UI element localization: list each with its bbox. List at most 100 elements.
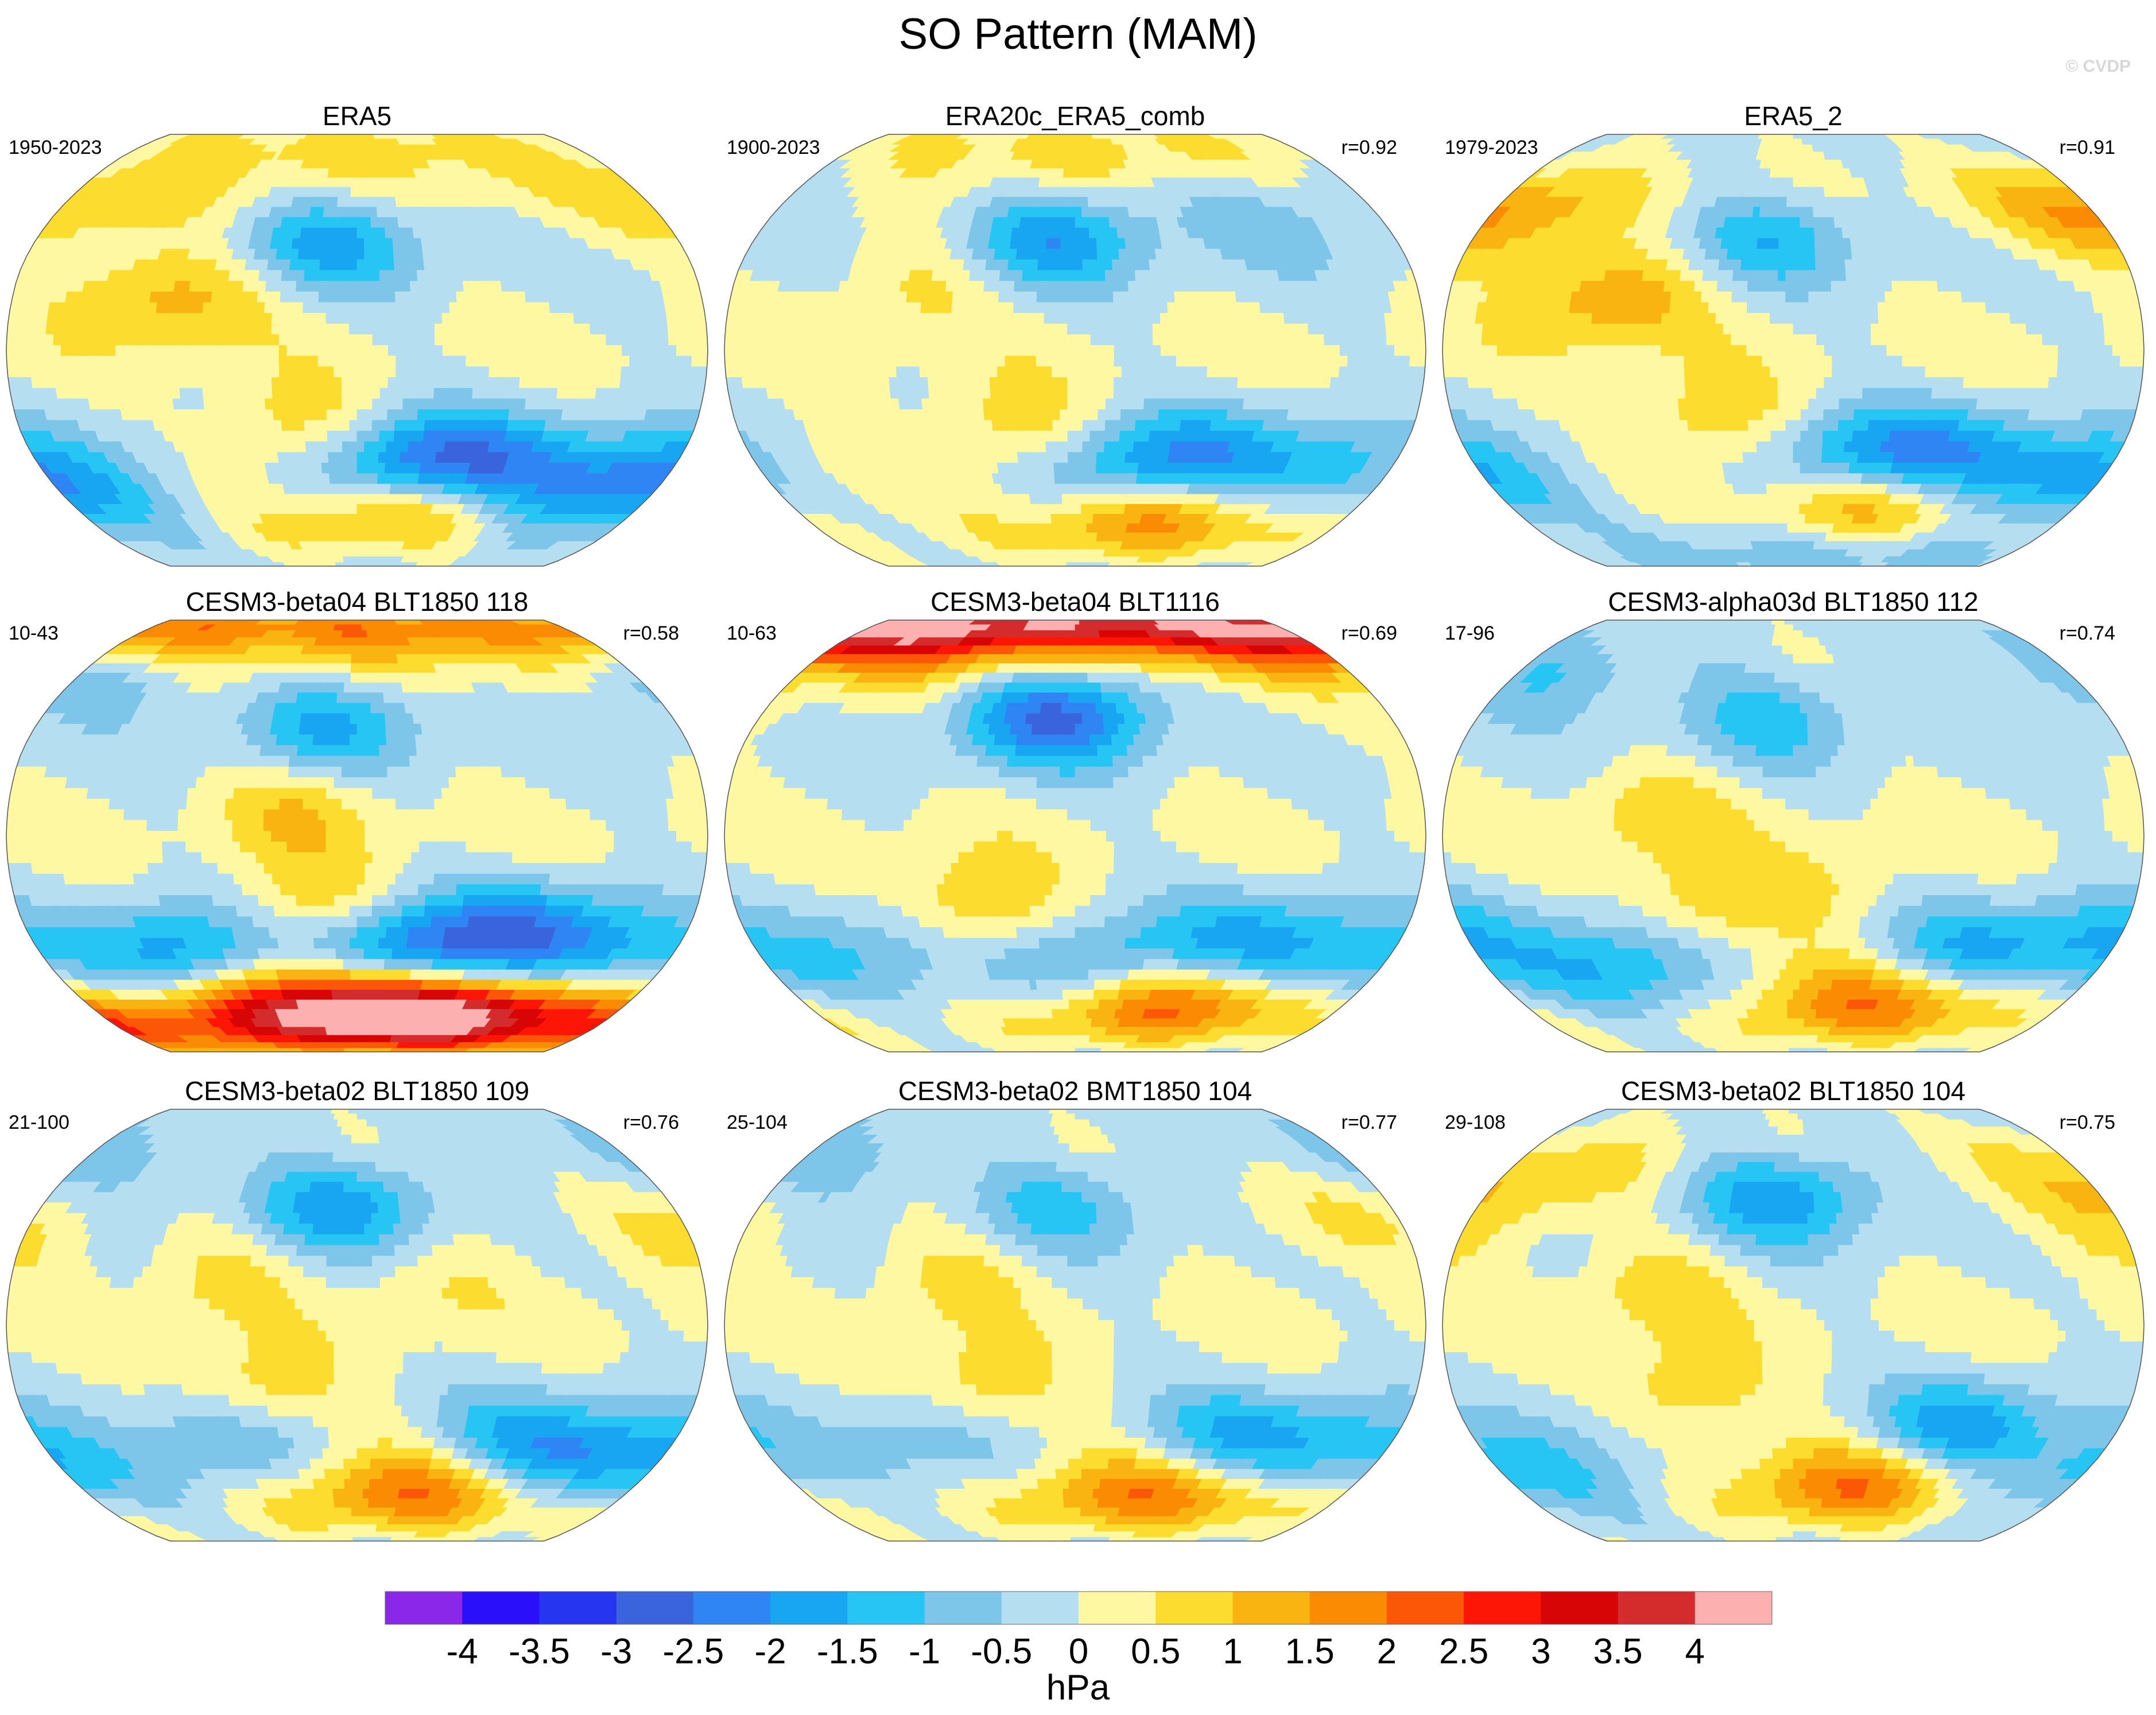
field-cell (326, 177, 334, 187)
field-cell (363, 483, 371, 494)
field-cell (1044, 513, 1052, 524)
field-cell (327, 259, 335, 270)
field-cell (274, 430, 284, 442)
field-cell (1093, 493, 1102, 504)
field-cell (383, 473, 392, 484)
field-cell (392, 451, 401, 463)
field-cell (1079, 562, 1084, 566)
field-cell (481, 355, 490, 367)
field-cell (356, 473, 364, 484)
field-cell (387, 301, 396, 313)
field-cell (558, 366, 568, 377)
field-cell (241, 387, 250, 399)
field-cell (597, 323, 607, 335)
field-cell (471, 398, 480, 409)
field-cell (100, 323, 109, 335)
field-cell (1069, 532, 1076, 541)
field-cell (46, 312, 56, 324)
field-cell (403, 312, 412, 324)
field-cell (350, 493, 358, 504)
field-cell (356, 483, 364, 494)
field-cell (395, 355, 404, 367)
field-cell (652, 366, 661, 377)
field-cell (180, 291, 190, 303)
field-cell (494, 398, 503, 409)
field-cell (410, 387, 420, 399)
field-cell (371, 238, 379, 249)
field-cell (302, 323, 311, 335)
field-cell (473, 323, 482, 335)
field-cell (271, 355, 280, 367)
field-cell (503, 312, 513, 324)
field-cell (162, 355, 171, 367)
field-cell (212, 409, 222, 420)
field-cell (495, 301, 505, 313)
field-cell (224, 366, 234, 377)
field-cell (473, 355, 482, 367)
field-cell (335, 451, 343, 463)
field-cell (273, 269, 283, 281)
field-cell (325, 334, 334, 346)
field-cell (263, 377, 273, 388)
field-cell (297, 248, 307, 260)
field-cell (38, 312, 49, 324)
field-cell (265, 280, 274, 292)
field-cell (303, 387, 312, 399)
field-cell (296, 409, 305, 420)
field-cell (375, 493, 384, 504)
field-cell (361, 548, 367, 557)
field-cell (667, 366, 677, 377)
field-cell (347, 556, 353, 563)
field-cell (364, 398, 373, 409)
field-cell (247, 334, 257, 346)
field-cell (363, 216, 371, 228)
field-cell (162, 377, 172, 388)
field-cell (286, 355, 296, 367)
field-cell (417, 409, 426, 420)
field-cell (431, 419, 441, 431)
field-cell (465, 366, 474, 377)
field-cell (567, 344, 576, 356)
field-cell (426, 366, 435, 377)
field-cell (645, 344, 654, 356)
field-cell (316, 483, 325, 494)
field-cell (217, 312, 226, 324)
field-cell (187, 387, 196, 399)
field-cell (306, 238, 315, 249)
field-cell (526, 377, 536, 388)
field-cell (332, 177, 340, 187)
field-cell (403, 323, 412, 335)
field-cell (543, 334, 552, 346)
field-cell (378, 451, 386, 463)
field-cell (376, 206, 385, 218)
field-cell (419, 344, 428, 356)
field-cell (383, 483, 391, 494)
field-cell (356, 540, 363, 549)
field-cell (1087, 493, 1095, 504)
field-cell (551, 355, 560, 367)
field-cell (311, 269, 320, 281)
field-cell (410, 312, 420, 324)
field-cell (390, 473, 399, 484)
field-cell (683, 355, 692, 367)
field-cell (272, 291, 281, 303)
field-cell (371, 280, 381, 292)
field-cell (302, 355, 311, 367)
field-cell (497, 355, 506, 367)
field-cell (179, 301, 189, 313)
field-cell (564, 301, 574, 313)
field-cell (385, 451, 394, 463)
field-cell (333, 168, 341, 178)
field-cell (265, 398, 274, 409)
field-cell (387, 323, 397, 335)
field-cell (418, 312, 428, 324)
field-cell (334, 532, 342, 541)
field-cell (404, 344, 412, 356)
field-cell (338, 187, 346, 197)
field-cell (433, 398, 442, 409)
field-cell (162, 344, 170, 356)
field-cell (349, 430, 358, 442)
field-cell (350, 483, 358, 494)
field-cell (1086, 522, 1093, 533)
